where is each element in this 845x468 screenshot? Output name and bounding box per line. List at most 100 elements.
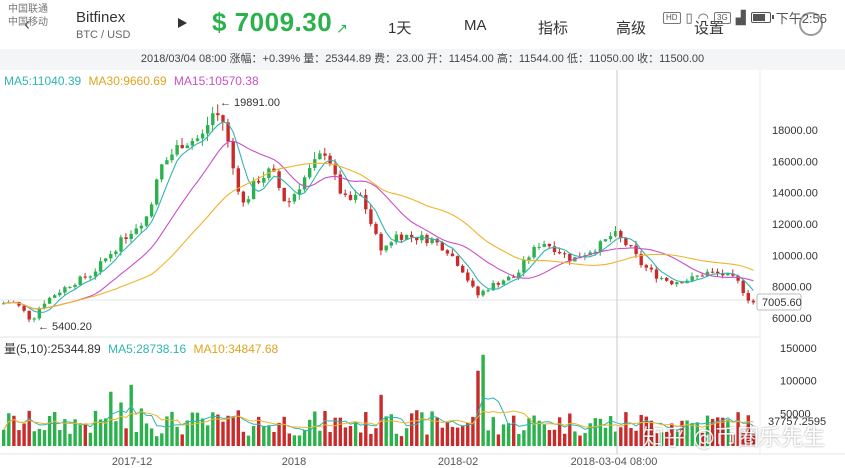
- volume-bar: [522, 430, 526, 446]
- moving-average-lines: [3, 121, 754, 314]
- volume-bar: [175, 426, 179, 446]
- candle-body: [323, 153, 327, 156]
- candle-body: [476, 286, 480, 296]
- candle-body: [160, 164, 164, 180]
- candle-body: [190, 140, 195, 146]
- tab-ma[interactable]: MA: [464, 17, 487, 34]
- candle-body: [512, 276, 516, 278]
- volume-bar: [588, 423, 592, 446]
- volume-bar: [716, 417, 720, 446]
- volume-bar: [415, 410, 419, 446]
- volume-tick-label: 50000: [780, 408, 811, 420]
- volume-bar: [68, 433, 72, 446]
- volume-bar: [104, 418, 108, 446]
- tab-settings[interactable]: 设置: [694, 20, 725, 37]
- volume-bar: [333, 417, 337, 446]
- kline-chart[interactable]: 18000.00 16000.00 14000.00 12000.00 10000.00…: [0, 70, 845, 468]
- candle-body: [98, 261, 103, 272]
- volume-bar: [170, 411, 174, 446]
- candle-body: [588, 252, 592, 256]
- volume-legend: 量(5,10):25344.89: [4, 342, 101, 356]
- volume-bar: [221, 421, 225, 446]
- candle-body: [445, 250, 450, 254]
- candle-body: [302, 177, 307, 190]
- volume-bar: [619, 427, 623, 446]
- volume-bar: [7, 413, 11, 446]
- volume-bar: [241, 431, 246, 446]
- candle-body: [308, 168, 312, 178]
- candle-body: [741, 280, 745, 294]
- volume-bar: [731, 434, 735, 446]
- price-tick-label: 6000.00: [772, 313, 812, 325]
- candle-body: [287, 201, 291, 203]
- price-tick-label: 8000.00: [772, 282, 812, 294]
- volume-bar: [726, 419, 730, 446]
- back-arrow-icon[interactable]: ‹: [24, 14, 30, 34]
- volume-bar: [527, 418, 531, 446]
- volume-bar: [710, 419, 715, 446]
- volume-bar: [450, 426, 455, 446]
- volume-bar: [369, 433, 373, 446]
- candle-body: [415, 237, 419, 241]
- volume-bar: [399, 436, 404, 446]
- candle-body: [78, 276, 82, 285]
- candle-body: [624, 238, 628, 246]
- candle-info-bar: 2018/03/04 08:00 涨幅：+0.39% 量：25344.89 费：…: [0, 49, 845, 70]
- volume-bar: [583, 433, 587, 446]
- candle-body: [404, 234, 409, 240]
- candle-body: [119, 237, 123, 252]
- volume-bar: [144, 423, 149, 446]
- volume-bar: [389, 414, 393, 446]
- volume-ma-legend: 量(5,10):25344.89 MA5:28738.16 MA10:34847…: [4, 340, 282, 357]
- volume-bar: [563, 433, 567, 446]
- candle-body: [226, 122, 230, 142]
- candle-body: [481, 290, 485, 296]
- volume-bar: [292, 435, 297, 446]
- volume-bar: [348, 426, 353, 446]
- volume-bar: [114, 421, 118, 446]
- volume-bar: [425, 434, 429, 446]
- tab-interval[interactable]: 1天: [388, 20, 412, 37]
- gear-icon[interactable]: [799, 12, 823, 36]
- ma30-legend: MA30:9660.69: [88, 74, 167, 88]
- candle-body: [634, 245, 638, 255]
- candle-body: [47, 297, 52, 304]
- candle-body: [690, 276, 694, 281]
- volume-bar: [287, 433, 291, 446]
- candle-body: [32, 318, 36, 320]
- candle-body: [665, 277, 669, 281]
- candle-body: [568, 253, 572, 262]
- volume-bar: [318, 430, 322, 446]
- volume-bar: [420, 412, 424, 446]
- volume-bar: [384, 416, 388, 446]
- volume-bar: [506, 423, 511, 446]
- svg-text:7005.60: 7005.60: [762, 297, 802, 309]
- play-icon[interactable]: [178, 18, 187, 28]
- candle-body: [659, 277, 664, 279]
- volume-bar: [491, 417, 495, 446]
- volume-bar: [338, 417, 342, 446]
- volume-bar: [32, 431, 36, 446]
- candle-body: [379, 233, 383, 251]
- volume-bar: [705, 415, 710, 446]
- candle-body: [731, 273, 735, 276]
- volume-bar: [603, 427, 608, 446]
- candle-body: [389, 242, 393, 246]
- tab-indicators[interactable]: 指标: [538, 20, 569, 37]
- volume-bar: [323, 410, 327, 446]
- candle-body: [614, 231, 618, 237]
- candle-body: [216, 113, 220, 116]
- candle-body: [277, 171, 281, 188]
- pair-name: Bitfinex: [76, 9, 126, 26]
- volume-bar: [608, 416, 613, 446]
- ma-line-15: [3, 140, 754, 310]
- volume-bar: [410, 413, 414, 446]
- candle-body: [619, 231, 623, 239]
- volume-bar: [37, 428, 42, 446]
- candle-body: [22, 305, 26, 311]
- price-axis-labels: 18000.00 16000.00 14000.00 12000.00 10000.00…: [772, 125, 818, 325]
- candle-body: [129, 233, 133, 239]
- tab-advanced[interactable]: 高级: [616, 20, 647, 37]
- volume-bar: [629, 427, 633, 446]
- volume-bar: [63, 419, 67, 446]
